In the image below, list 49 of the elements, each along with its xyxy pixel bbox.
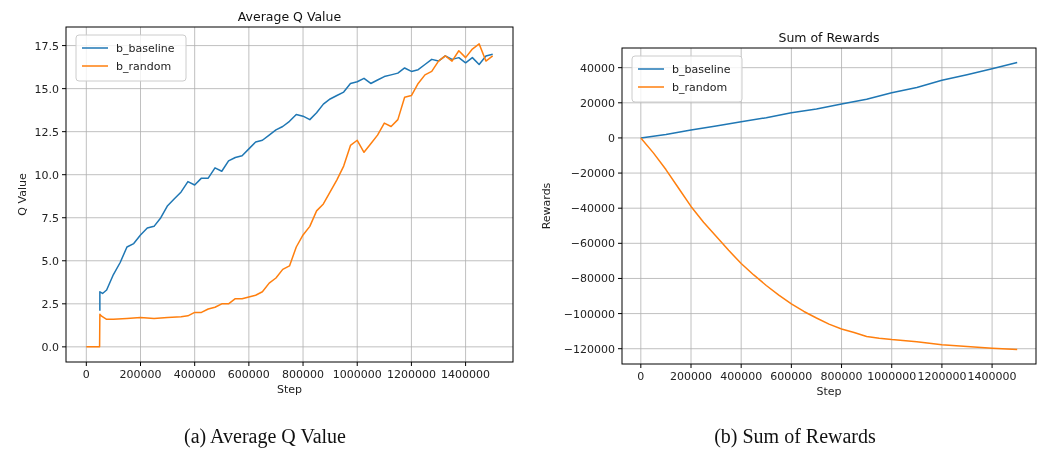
x-axis-title: Step bbox=[276, 383, 303, 396]
x-axis-title: Step bbox=[816, 385, 842, 398]
legend-label: b_random bbox=[672, 81, 728, 94]
y-tick-label: 10.0 bbox=[34, 168, 59, 182]
y-tick-label: −100000 bbox=[563, 307, 615, 321]
y-tick-label: 0.0 bbox=[41, 340, 59, 354]
x-tick-label: 400000 bbox=[173, 368, 216, 381]
x-tick-label: 1400000 bbox=[967, 370, 1017, 383]
y-tick-label: 20000 bbox=[580, 96, 615, 110]
legend-label: b_baseline bbox=[672, 63, 731, 76]
x-tick-label: 1000000 bbox=[332, 368, 382, 381]
x-tick-label: 1200000 bbox=[386, 368, 436, 381]
y-axis-title: Q Value bbox=[16, 173, 29, 216]
text: (a) Average Q Value bbox=[184, 425, 347, 448]
x-tick-label: 1400000 bbox=[441, 368, 491, 381]
x-tick-label: 200000 bbox=[670, 370, 712, 383]
x-tick-label: 0 bbox=[82, 368, 90, 381]
y-tick-label: 5.0 bbox=[41, 254, 59, 268]
x-tick-label: 600000 bbox=[770, 370, 813, 383]
line-series bbox=[640, 137, 1018, 351]
y-tick-label: −40000 bbox=[570, 202, 615, 216]
line-series bbox=[640, 61, 1018, 139]
text: (b) Sum of Rewards bbox=[714, 425, 877, 448]
y-tick-label: −20000 bbox=[570, 167, 615, 181]
y-tick-label: −120000 bbox=[563, 342, 615, 356]
y-tick-label: 0 bbox=[608, 131, 615, 145]
y-tick-label: 15.0 bbox=[34, 82, 59, 96]
legend-label: b_random bbox=[116, 60, 172, 73]
chart-title: Sum of Rewards bbox=[778, 30, 880, 45]
y-tick-label: −60000 bbox=[570, 237, 615, 251]
y-tick-label: 7.5 bbox=[41, 211, 59, 225]
legend-label: b_baseline bbox=[116, 42, 175, 55]
x-tick-label: 0 bbox=[637, 370, 645, 383]
x-tick-label: 800000 bbox=[282, 368, 325, 381]
y-tick-label: 17.5 bbox=[34, 39, 59, 53]
line-series bbox=[99, 53, 494, 312]
y-axis-title: Rewards bbox=[540, 182, 553, 230]
y-tick-label: −80000 bbox=[570, 272, 615, 286]
x-tick-label: 800000 bbox=[820, 370, 863, 383]
y-tick-label: 2.5 bbox=[41, 297, 59, 311]
line-series bbox=[85, 43, 494, 348]
y-tick-label: 40000 bbox=[580, 61, 615, 75]
x-tick-label: 400000 bbox=[720, 370, 763, 383]
x-tick-label: 1200000 bbox=[917, 370, 967, 383]
x-tick-label: 600000 bbox=[227, 368, 270, 381]
chart-title: Average Q Value bbox=[237, 9, 342, 24]
x-tick-label: 200000 bbox=[119, 368, 162, 381]
y-tick-label: 12.5 bbox=[34, 125, 59, 139]
x-tick-label: 1000000 bbox=[867, 370, 917, 383]
